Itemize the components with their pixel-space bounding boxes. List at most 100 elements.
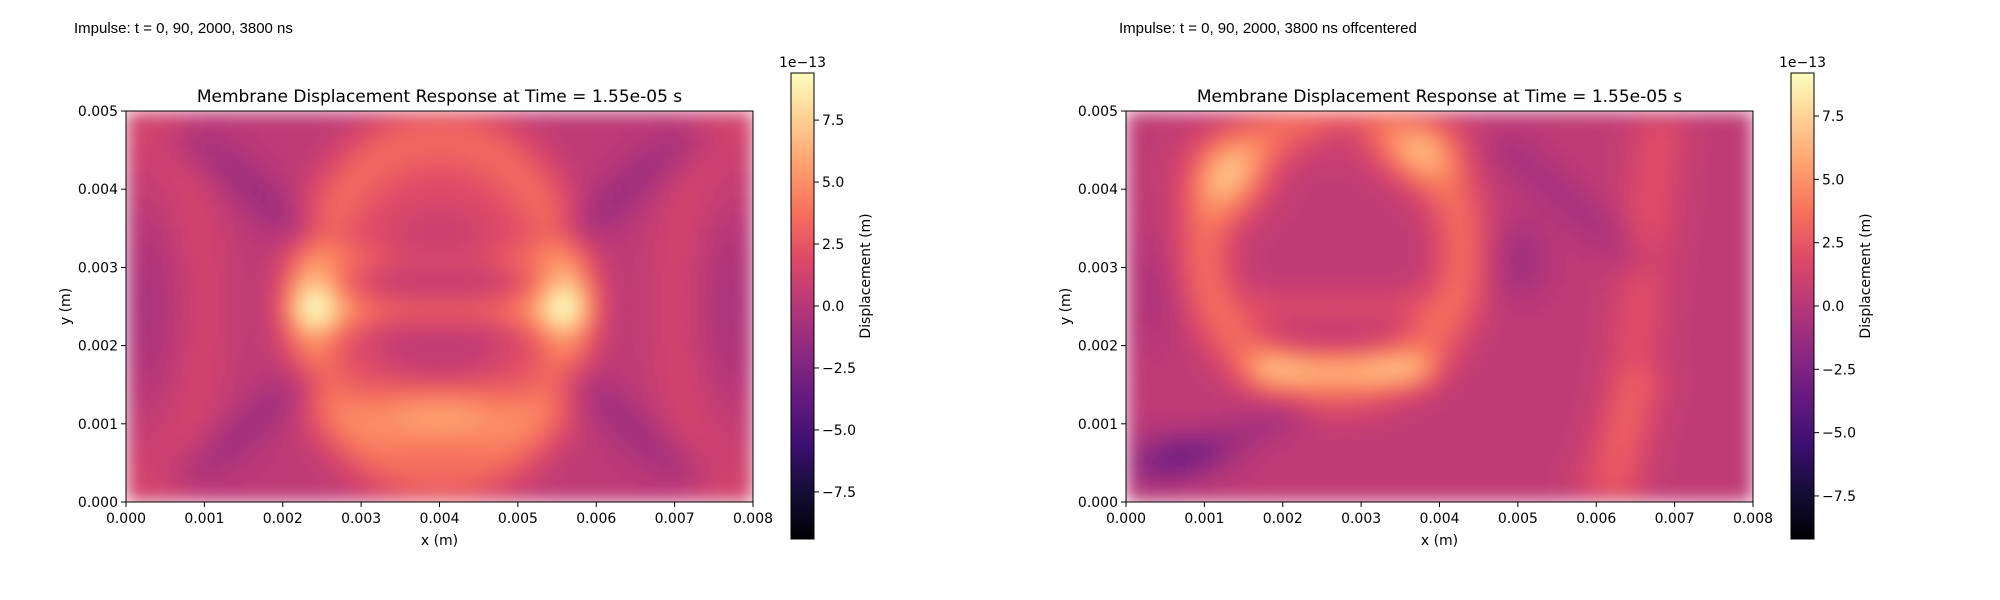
- heatmap-cell: [564, 306, 574, 315]
- heatmap-cell: [173, 431, 182, 441]
- heatmap-cell: [651, 150, 660, 159]
- y-tick-label: 0.002: [78, 339, 118, 355]
- heatmap-cell: [1149, 439, 1158, 448]
- heatmap-cell: [126, 470, 135, 480]
- heatmap-cell: [306, 431, 315, 441]
- heatmap-cell: [196, 455, 205, 464]
- heatmap-cell: [345, 298, 354, 308]
- heatmap-cell: [1196, 150, 1205, 159]
- heatmap-cell: [447, 290, 456, 300]
- heatmap-cell: [298, 408, 307, 417]
- heatmap-cell: [361, 369, 370, 378]
- heatmap-cell: [729, 462, 738, 472]
- heatmap-cell: [235, 322, 245, 331]
- heatmap-cell: [651, 275, 660, 284]
- heatmap-cell: [690, 212, 699, 222]
- heatmap-cell: [235, 494, 245, 502]
- heatmap-cell: [321, 408, 331, 417]
- heatmap-cell: [329, 165, 339, 175]
- heatmap-cell: [619, 283, 629, 292]
- heatmap-cell: [658, 251, 668, 261]
- heatmap-cell: [227, 400, 237, 409]
- heatmap-cell: [643, 197, 652, 206]
- heatmap-cell: [1204, 384, 1213, 394]
- heatmap-cell: [729, 369, 738, 378]
- heatmap-cell: [721, 111, 731, 120]
- heatmap-cell: [361, 415, 370, 425]
- heatmap-cell: [1173, 384, 1182, 394]
- heatmap-cell: [651, 126, 660, 136]
- heatmap-cell: [1227, 212, 1237, 222]
- heatmap-cell: [510, 345, 519, 355]
- heatmap-cell: [643, 220, 652, 229]
- heatmap-cell: [549, 165, 558, 175]
- heatmap-cell: [455, 197, 464, 206]
- heatmap-cell: [674, 369, 684, 378]
- heatmap-cell: [415, 150, 425, 159]
- heatmap-cell: [580, 142, 590, 151]
- heatmap-cell: [180, 455, 190, 464]
- heatmap-cell: [423, 228, 433, 237]
- heatmap-cell: [188, 337, 198, 347]
- heatmap-cell: [204, 494, 213, 502]
- heatmap-cell: [314, 478, 323, 487]
- heatmap-cell: [384, 431, 394, 441]
- heatmap-cell: [329, 392, 339, 401]
- heatmap-cell: [510, 173, 519, 182]
- heatmap-cell: [1251, 400, 1260, 409]
- heatmap-cell: [463, 329, 472, 339]
- heatmap-cell: [1196, 197, 1205, 206]
- heatmap-cell: [478, 181, 488, 190]
- heatmap-cell: [165, 290, 174, 300]
- heatmap-cell: [376, 470, 386, 480]
- heatmap-cell: [157, 165, 166, 175]
- heatmap-cell: [588, 478, 597, 487]
- heatmap-cell: [157, 337, 166, 347]
- heatmap-cell: [713, 345, 723, 355]
- heatmap-cell: [721, 478, 731, 487]
- heatmap-cell: [478, 251, 488, 261]
- heatmap-cell: [651, 111, 660, 120]
- heatmap-cell: [1212, 134, 1221, 143]
- heatmap-cell: [1235, 423, 1245, 433]
- heatmap-cell: [682, 212, 691, 222]
- heatmap-cell: [564, 298, 574, 308]
- heatmap-cell: [713, 111, 723, 120]
- colorbar: [790, 72, 815, 540]
- heatmap-cell: [337, 470, 347, 480]
- heatmap-cell: [157, 197, 166, 206]
- heatmap-cell: [1212, 267, 1221, 276]
- heatmap-cell: [267, 408, 276, 417]
- heatmap-cell: [212, 236, 221, 245]
- heatmap-cell: [298, 290, 307, 300]
- heatmap-cell: [1188, 251, 1198, 261]
- heatmap-cell: [423, 204, 433, 214]
- heatmap-cell: [666, 275, 676, 284]
- heatmap-cell: [1259, 189, 1268, 198]
- heatmap-cell: [721, 439, 731, 448]
- heatmap-cell: [439, 337, 448, 347]
- heatmap-cell: [1251, 204, 1260, 214]
- heatmap-cell: [274, 236, 284, 245]
- heatmap-cell: [627, 369, 637, 378]
- heatmap-cell: [126, 290, 135, 300]
- heatmap-cell: [196, 228, 205, 237]
- heatmap-cell: [674, 298, 684, 308]
- heatmap-cell: [141, 486, 151, 495]
- heatmap-cell: [329, 408, 339, 417]
- heatmap-cell: [345, 181, 354, 190]
- heatmap-cell: [337, 189, 347, 198]
- heatmap-cell: [133, 400, 143, 409]
- heatmap-cell: [557, 220, 566, 229]
- heatmap-cell: [549, 220, 558, 229]
- heatmap-cell: [580, 462, 590, 472]
- heatmap-cell: [227, 376, 237, 386]
- heatmap-cell: [737, 369, 746, 378]
- heatmap-cell: [149, 126, 158, 136]
- heatmap-cell: [502, 150, 511, 159]
- heatmap-cell: [306, 478, 315, 487]
- heatmap-cell: [1235, 157, 1245, 167]
- heatmap-cell: [361, 243, 370, 253]
- heatmap-cell: [251, 150, 260, 159]
- heatmap-cell: [274, 400, 284, 409]
